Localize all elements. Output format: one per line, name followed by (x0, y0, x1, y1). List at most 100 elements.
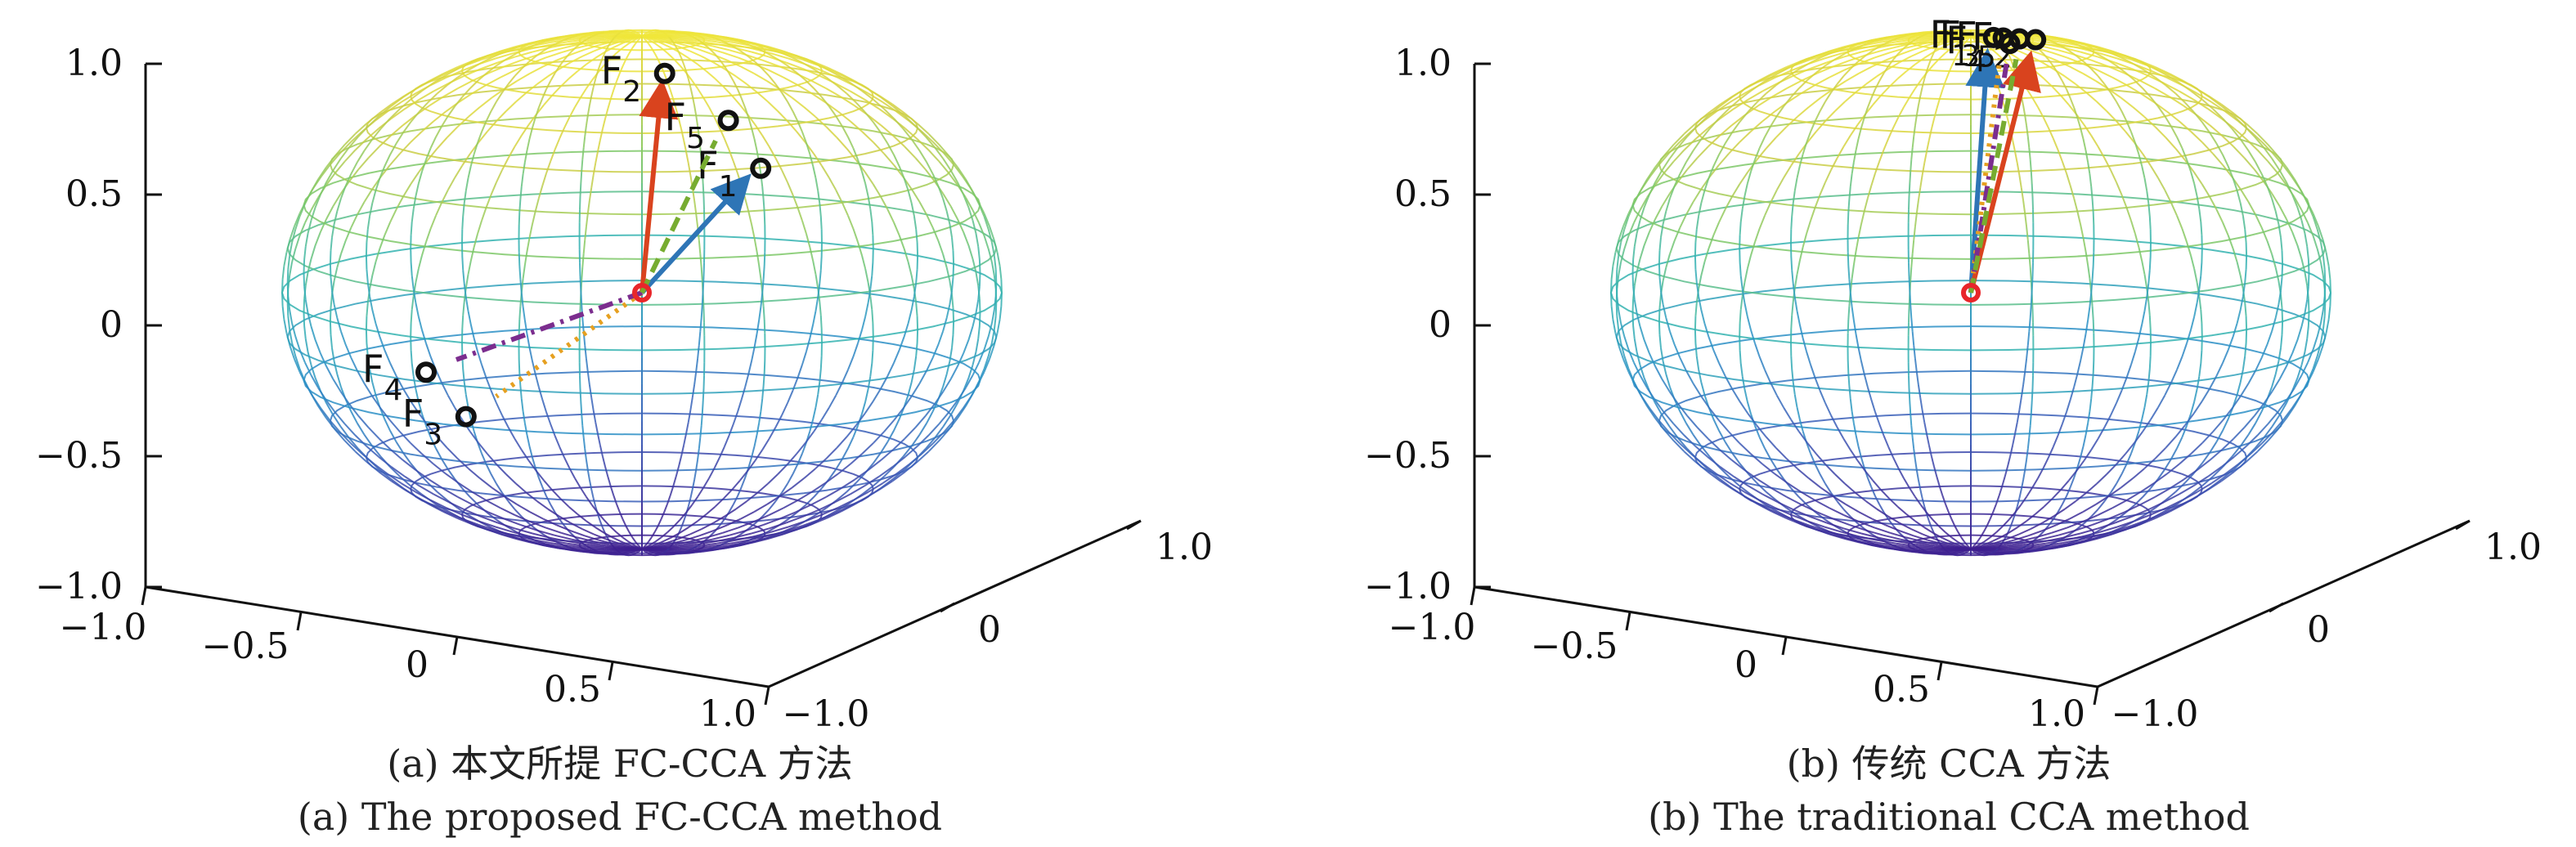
mesh-longitude-segment (685, 70, 689, 79)
mesh-longitude-segment (2181, 228, 2188, 243)
mesh-longitude-segment (2282, 164, 2292, 177)
mesh-longitude-segment (530, 536, 550, 541)
mesh-longitude-segment (2222, 118, 2233, 130)
mesh-longitude-segment (526, 334, 531, 348)
mesh-longitude-segment (1777, 512, 1794, 521)
mesh-longitude-segment (1633, 299, 1638, 314)
mesh-longitude-segment (898, 166, 905, 179)
mesh-longitude-segment (2164, 382, 2172, 397)
mesh-longitude-segment (1639, 365, 1645, 379)
mesh-longitude-segment (516, 504, 531, 513)
mesh-longitude-segment (761, 68, 770, 77)
mesh-longitude-segment (978, 312, 981, 326)
mesh-longitude-segment (2266, 186, 2273, 199)
mesh-longitude-segment (797, 84, 813, 95)
mesh-longitude-segment (828, 105, 837, 117)
mesh-longitude-segment (1716, 101, 1731, 113)
mesh-longitude-segment (294, 213, 301, 227)
mesh-longitude-segment (2120, 96, 2134, 108)
mesh-longitude-segment (1636, 219, 1641, 234)
point-label-f4: F4 (362, 347, 402, 407)
mesh-longitude-segment (487, 65, 497, 74)
mesh-longitude-segment (2134, 79, 2143, 89)
mesh-longitude-segment (1866, 97, 1873, 109)
mesh-longitude-segment (918, 423, 927, 436)
mesh-longitude-segment (993, 255, 997, 270)
mesh-longitude-segment (967, 244, 974, 259)
mesh-longitude-segment (1694, 128, 1708, 140)
mesh-longitude-segment (2150, 69, 2168, 78)
mesh-longitude-segment (1957, 47, 1962, 55)
mesh-longitude-segment (2095, 532, 2109, 539)
mesh-longitude-segment (1858, 65, 1873, 74)
mesh-longitude-segment (1871, 518, 1887, 527)
mesh-longitude-segment (972, 313, 977, 327)
mesh-longitude-segment (615, 503, 621, 513)
mesh-longitude-segment (442, 65, 459, 75)
mesh-longitude-segment (1654, 399, 1665, 413)
mesh-longitude-segment (531, 117, 536, 128)
mesh-longitude-segment (609, 526, 617, 533)
mesh-longitude-segment (631, 43, 636, 49)
mesh-longitude-segment (304, 190, 312, 204)
mesh-longitude-segment (949, 224, 953, 238)
mesh-longitude-segment (605, 538, 618, 544)
mesh-longitude-segment (819, 302, 822, 316)
mesh-longitude-segment (2140, 516, 2155, 525)
mesh-longitude-segment (803, 468, 816, 479)
mesh-longitude-segment (2055, 518, 2071, 527)
mesh-longitude-segment (2091, 306, 2094, 320)
mesh-longitude-segment (537, 477, 544, 488)
mesh-longitude-segment (304, 299, 309, 314)
mesh-longitude-segment (937, 186, 945, 199)
mesh-longitude-segment (648, 38, 656, 44)
mesh-longitude-segment (994, 302, 998, 316)
mesh-longitude-segment (797, 491, 813, 501)
mesh-longitude-segment (1618, 329, 1622, 343)
mesh-longitude-segment (2022, 371, 2026, 385)
mesh-longitude-segment (1908, 486, 1916, 497)
mesh-longitude-segment (363, 383, 373, 397)
mesh-longitude-segment (1819, 473, 1826, 485)
mesh-longitude-segment (1810, 453, 1816, 464)
mesh-longitude-segment (872, 121, 882, 133)
mesh-longitude-segment (303, 259, 306, 273)
mesh-longitude-segment (2244, 229, 2247, 243)
mesh-longitude-segment (715, 536, 734, 543)
mesh-longitude-segment (495, 52, 514, 60)
mesh-longitude-segment (2232, 323, 2238, 338)
mesh-longitude-segment (769, 48, 787, 56)
mesh-longitude-segment (348, 403, 359, 417)
mesh-longitude-segment (978, 298, 981, 313)
mesh-longitude-segment (821, 96, 830, 107)
mesh-longitude-segment (1915, 469, 1919, 481)
mesh-longitude-segment (441, 189, 449, 204)
mesh-longitude-segment (2215, 362, 2224, 377)
mesh-longitude-segment (2125, 72, 2135, 81)
mesh-longitude-segment (2239, 275, 2244, 289)
mesh-longitude-segment (1977, 31, 1984, 35)
mesh-longitude-segment (938, 411, 950, 425)
mesh-longitude-segment (1708, 336, 1715, 351)
mesh-longitude-segment (1847, 252, 1850, 267)
mesh-longitude-segment (672, 42, 677, 47)
mesh-longitude-segment (1698, 369, 1703, 383)
mesh-longitude-segment (374, 463, 388, 475)
mesh-longitude-segment (388, 419, 401, 432)
mesh-longitude-segment (464, 394, 469, 408)
mesh-longitude-segment (1785, 69, 1798, 78)
mesh-longitude-segment (2221, 105, 2234, 117)
mesh-longitude-segment (2209, 477, 2223, 489)
mesh-longitude-segment (2097, 146, 2106, 159)
mesh-longitude-segment (687, 78, 692, 88)
mesh-longitude-segment (628, 38, 636, 44)
mesh-longitude-segment (1880, 41, 1890, 47)
mesh-longitude-segment (903, 248, 909, 262)
mesh-longitude-segment (2082, 42, 2098, 48)
mesh-longitude-segment (1700, 445, 1711, 457)
mesh-longitude-segment (618, 511, 624, 520)
mesh-longitude-segment (310, 207, 316, 221)
mesh-longitude-segment (1980, 553, 1985, 557)
mesh-longitude-segment (806, 233, 811, 248)
mesh-longitude-segment (2318, 345, 2324, 360)
